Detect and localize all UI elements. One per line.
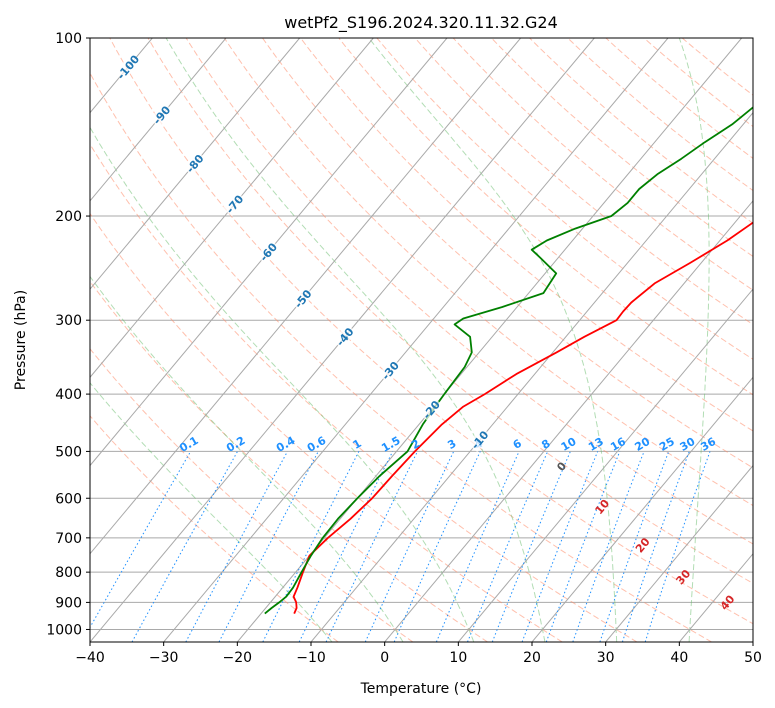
mixing-ratio-line	[621, 451, 690, 642]
isotherm	[90, 38, 374, 379]
isotherm-label-bg	[182, 150, 207, 176]
moist-adiabat	[368, 38, 618, 642]
dry-adiabat	[376, 38, 753, 360]
y-tick-label: 100	[55, 31, 82, 47]
y-tick-label: 1000	[46, 622, 82, 638]
isotherm	[90, 38, 227, 202]
dry-adiabat	[300, 38, 753, 432]
isotherm	[457, 288, 753, 642]
x-tick-label: 10	[449, 650, 467, 666]
x-axis-label: Temperature (°C)	[360, 681, 482, 697]
dry-adiabat	[414, 38, 753, 326]
dewpoint-line	[264, 106, 753, 615]
mixing-ratio-line	[325, 451, 418, 642]
x-tick-label: 40	[670, 650, 688, 666]
moist-adiabat	[678, 38, 710, 642]
dry-adiabat	[90, 143, 638, 642]
y-tick-label: 400	[55, 387, 82, 403]
isotherm-label-bg	[290, 285, 315, 312]
x-tick-label: 20	[523, 650, 541, 666]
dry-adiabat	[185, 38, 753, 545]
chart-title: wetPf2_S196.2024.320.11.32.G24	[284, 13, 558, 33]
moist-adiabat	[90, 275, 404, 642]
y-axis-ticks: 100 200 300 400 500 600 700 800 900 1000	[46, 31, 90, 638]
dry-adiabat	[529, 38, 753, 224]
isotherm-label-bg	[222, 191, 247, 217]
isotherm	[90, 38, 448, 467]
isotherm-label-bg	[332, 323, 357, 350]
isotherm-label-bg	[149, 102, 174, 128]
isotherm	[310, 111, 753, 642]
pressure-gridlines	[90, 38, 753, 630]
plot-frame	[89, 37, 754, 643]
moist-adiabat	[90, 126, 475, 642]
y-tick-label: 800	[55, 565, 82, 581]
profile-series	[264, 106, 753, 615]
dry-adiabat	[90, 212, 563, 642]
mixing-ratio-line	[364, 451, 455, 642]
mixing-ratio-line	[467, 451, 549, 642]
y-tick-label: 200	[55, 209, 82, 225]
x-axis-ticks: −40 −30 −20 −10 0 10 20 30 40 50	[75, 642, 762, 666]
x-tick-label: −40	[75, 650, 105, 666]
mixing-ratio-line	[572, 451, 645, 642]
x-tick-label: −10	[296, 650, 326, 666]
mixing-ratio-lines	[90, 451, 711, 642]
dry-adiabat	[223, 38, 753, 507]
x-tick-label: 0	[380, 650, 389, 666]
mixing-ratio-line	[90, 451, 192, 629]
dry-adiabat	[90, 348, 414, 642]
y-tick-label: 900	[55, 595, 82, 611]
dry-adiabat	[90, 72, 712, 642]
y-tick-label: 700	[55, 531, 82, 547]
mixing-ratio-line	[435, 451, 520, 642]
mixing-ratio-line	[298, 451, 394, 642]
isotherm	[163, 38, 669, 642]
x-tick-label: 30	[597, 650, 615, 666]
x-tick-label: 50	[744, 650, 762, 666]
mixing-ratio-line	[131, 451, 238, 642]
moist-adiabat	[165, 38, 546, 642]
isotherm-label-bg	[255, 239, 281, 265]
dry-adiabat	[147, 38, 753, 584]
isotherm-label-bg	[418, 396, 443, 422]
dry-adiabat	[338, 38, 753, 396]
mixing-ratio-line	[599, 451, 670, 642]
isotherm-label-bg	[467, 426, 492, 453]
isotherm	[531, 376, 753, 642]
isotherm	[90, 38, 301, 290]
isotherm	[90, 38, 522, 555]
x-tick-label: −20	[223, 650, 253, 666]
mixing-ratio-line	[393, 451, 481, 642]
x-tick-label: −30	[149, 650, 179, 666]
isotherm-label-bg	[377, 357, 402, 383]
y-tick-label: 500	[55, 444, 82, 460]
plot-area: 0.10.20.40.611.52346810131620253036-100-…	[90, 38, 753, 642]
isotherm	[605, 464, 753, 642]
isotherm	[384, 200, 753, 642]
dry-adiabat	[90, 280, 488, 642]
isotherm-label-bg	[115, 54, 140, 80]
dry-adiabat	[452, 38, 753, 291]
isotherms	[90, 38, 753, 642]
y-tick-label: 600	[55, 491, 82, 507]
y-tick-label: 300	[55, 313, 82, 329]
y-axis-label: Pressure (hPa)	[13, 290, 29, 390]
dry-adiabat	[491, 38, 753, 257]
mixing-ratio-line	[644, 451, 711, 642]
